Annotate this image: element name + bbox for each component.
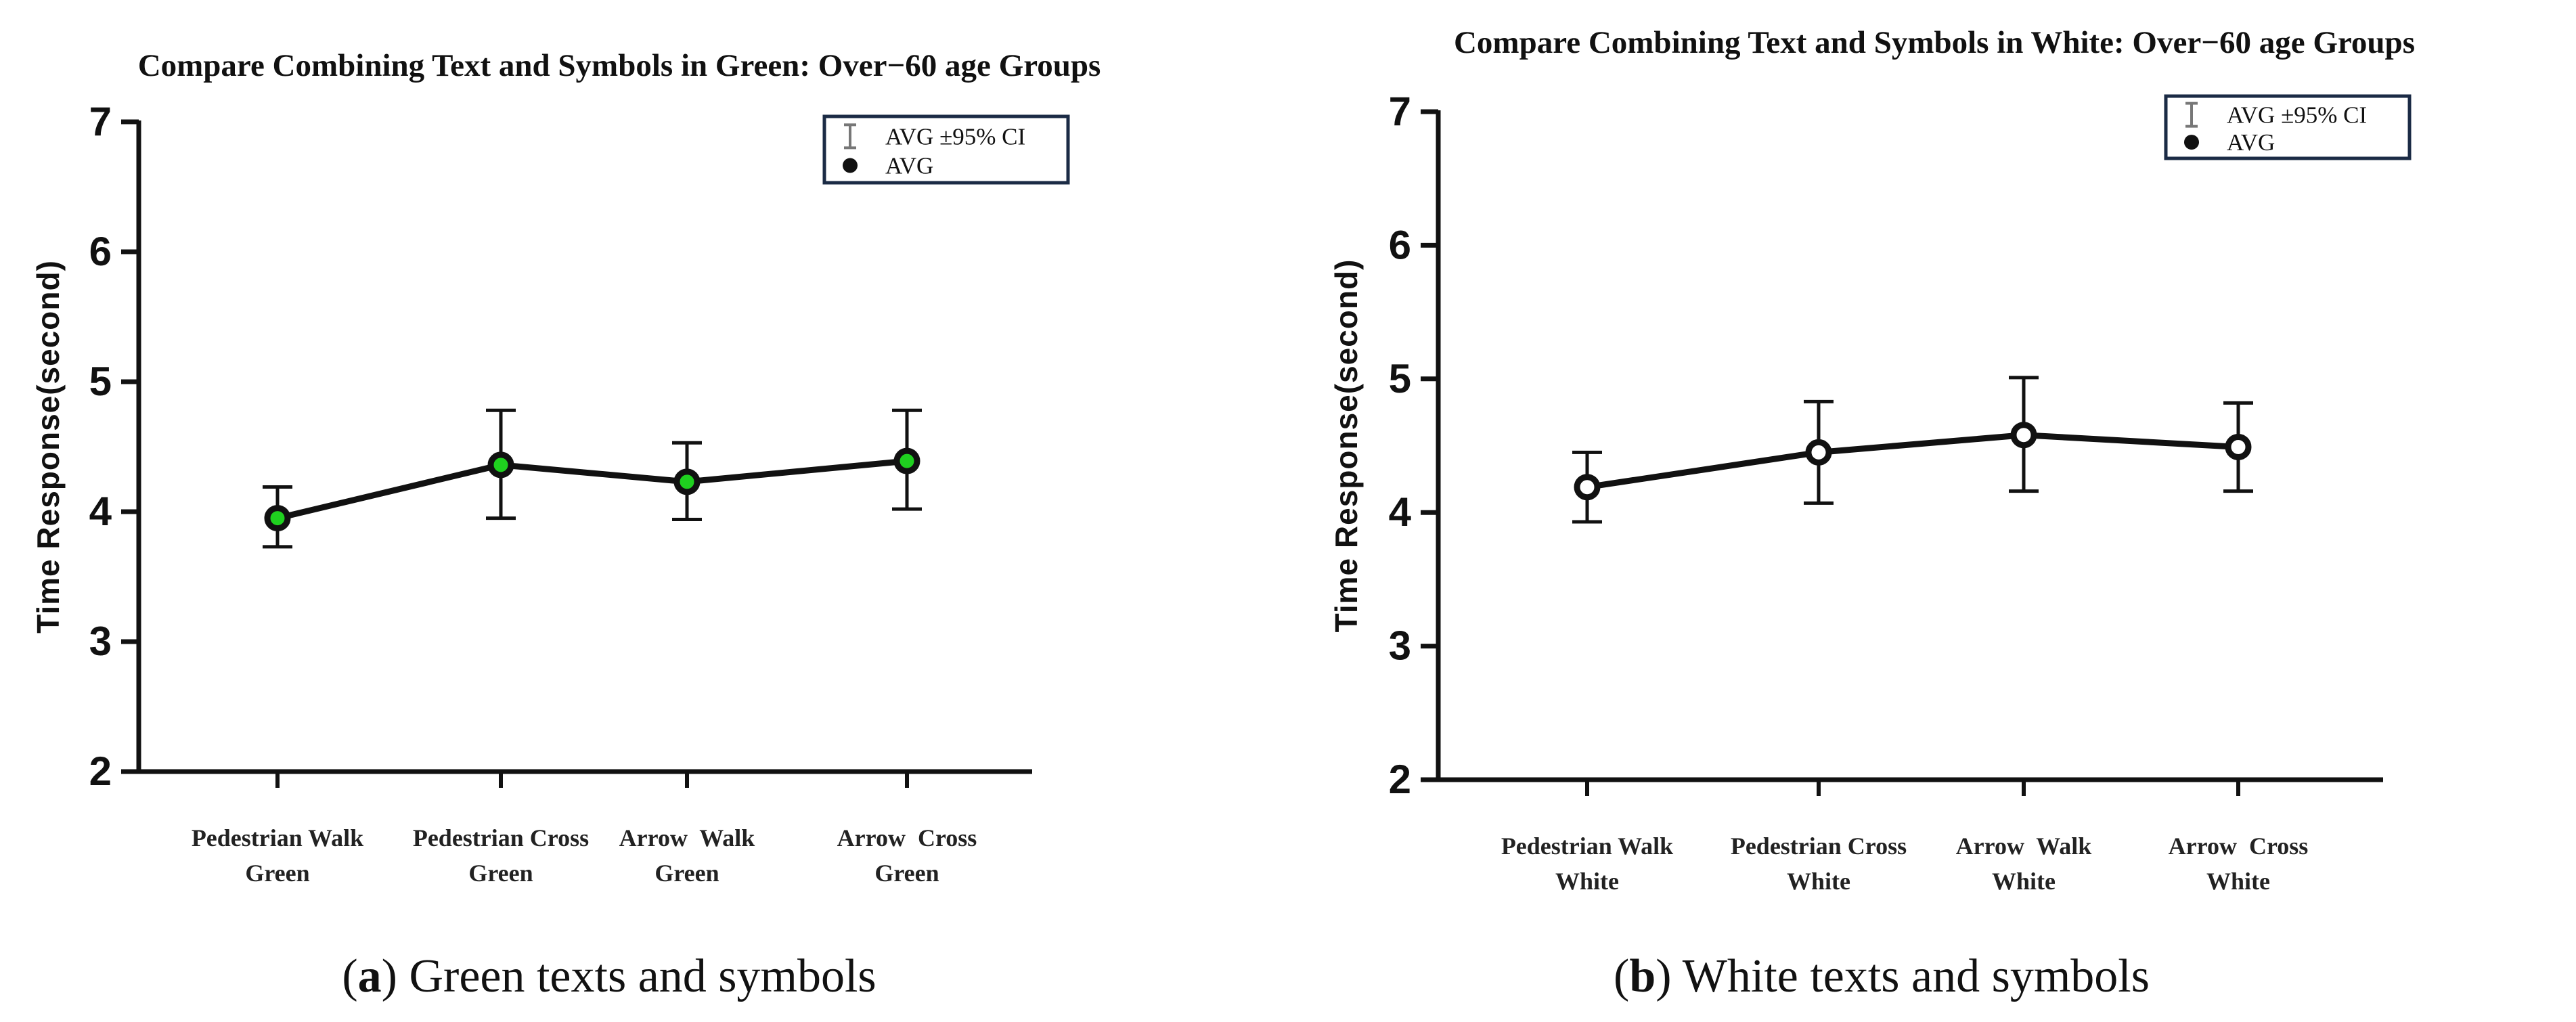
- caption-letter: a: [358, 950, 382, 1002]
- chart-panel-a: Compare Combining Text and Symbols in Gr…: [30, 48, 1101, 1002]
- x-tick-label: Arrow Walk: [1956, 832, 2092, 860]
- y-tick-label: 3: [89, 619, 112, 664]
- y-axis-label: Time Response(second): [1329, 259, 1364, 633]
- y-tick-label: 2: [89, 749, 112, 794]
- y-tick-label: 4: [1389, 489, 1412, 535]
- x-tick-label: White: [1555, 868, 1619, 895]
- caption-text: White texts and symbols: [1683, 950, 2150, 1002]
- caption-paren-open: (: [342, 950, 357, 1002]
- data-point: [2010, 422, 2037, 449]
- x-tick-label: Arrow Cross: [2169, 832, 2309, 860]
- data-point: [2225, 433, 2252, 460]
- y-axis-label: Time Response(second): [30, 260, 66, 634]
- y-tick-label: 5: [1389, 356, 1411, 401]
- y-tick-label: 6: [1389, 222, 1411, 267]
- caption-letter: b: [1629, 950, 1656, 1002]
- x-tick-label: Pedestrian Cross: [413, 824, 589, 851]
- x-tick-label: Arrow Walk: [619, 824, 755, 851]
- legend-avg-label: AVG: [885, 153, 933, 179]
- legend-ci-label: AVG ±95% CI: [2227, 102, 2367, 129]
- x-tick-label: Pedestrian Cross: [1731, 832, 1907, 860]
- x-tick-label: Green: [874, 860, 939, 887]
- x-tick-label: White: [2206, 868, 2270, 895]
- x-tick-label: Green: [654, 860, 719, 887]
- x-tick-label: Pedestrian Walk: [192, 824, 363, 851]
- series-line: [276, 458, 908, 521]
- data-point: [1805, 439, 1832, 466]
- x-tick-label: White: [1787, 868, 1850, 895]
- chart-title: Compare Combining Text and Symbols in Gr…: [138, 48, 1101, 83]
- chart-panel-b: Compare Combining Text and Symbols in Wh…: [1329, 25, 2415, 1002]
- x-tick-label: Pedestrian Walk: [1501, 832, 1673, 860]
- y-tick-label: 5: [89, 359, 112, 404]
- y-tick-label: 3: [1389, 623, 1411, 669]
- legend-avg-label: AVG: [2227, 129, 2275, 156]
- caption-paren-open: (: [1614, 950, 1629, 1002]
- legend-box: [822, 114, 1070, 185]
- legend: AVG ±95% CI AVG: [822, 114, 1070, 185]
- y-tick-label: 4: [89, 489, 112, 534]
- legend-ci-label: AVG ±95% CI: [885, 123, 1025, 150]
- data-point: [1574, 474, 1601, 501]
- y-tick-label: 7: [89, 99, 112, 144]
- figure-caption: (a) Green texts and symbols: [342, 950, 876, 1002]
- data-point: [264, 505, 291, 532]
- data-point: [487, 451, 514, 479]
- figure-caption: (b) White texts and symbols: [1614, 950, 2150, 1002]
- data-point: [893, 447, 920, 474]
- caption-paren-close: ): [382, 950, 409, 1002]
- data-point: [673, 468, 701, 495]
- legend-dot-icon: [2184, 135, 2199, 150]
- chart-title: Compare Combining Text and Symbols in Wh…: [1454, 25, 2415, 60]
- legend-box: [2164, 94, 2412, 160]
- y-tick-label: 2: [1389, 757, 1411, 802]
- x-tick-label: White: [1992, 868, 2056, 895]
- y-tick-label: 6: [89, 229, 112, 274]
- caption-text: Green texts and symbols: [409, 950, 876, 1002]
- legend-dot-icon: [843, 158, 858, 173]
- x-tick-label: Green: [468, 860, 533, 887]
- caption-paren-close: ): [1656, 950, 1683, 1002]
- series-line: [1586, 432, 2239, 491]
- y-tick-label: 7: [1389, 89, 1411, 134]
- x-tick-label: Green: [245, 860, 309, 887]
- x-tick-label: Arrow Cross: [837, 824, 977, 851]
